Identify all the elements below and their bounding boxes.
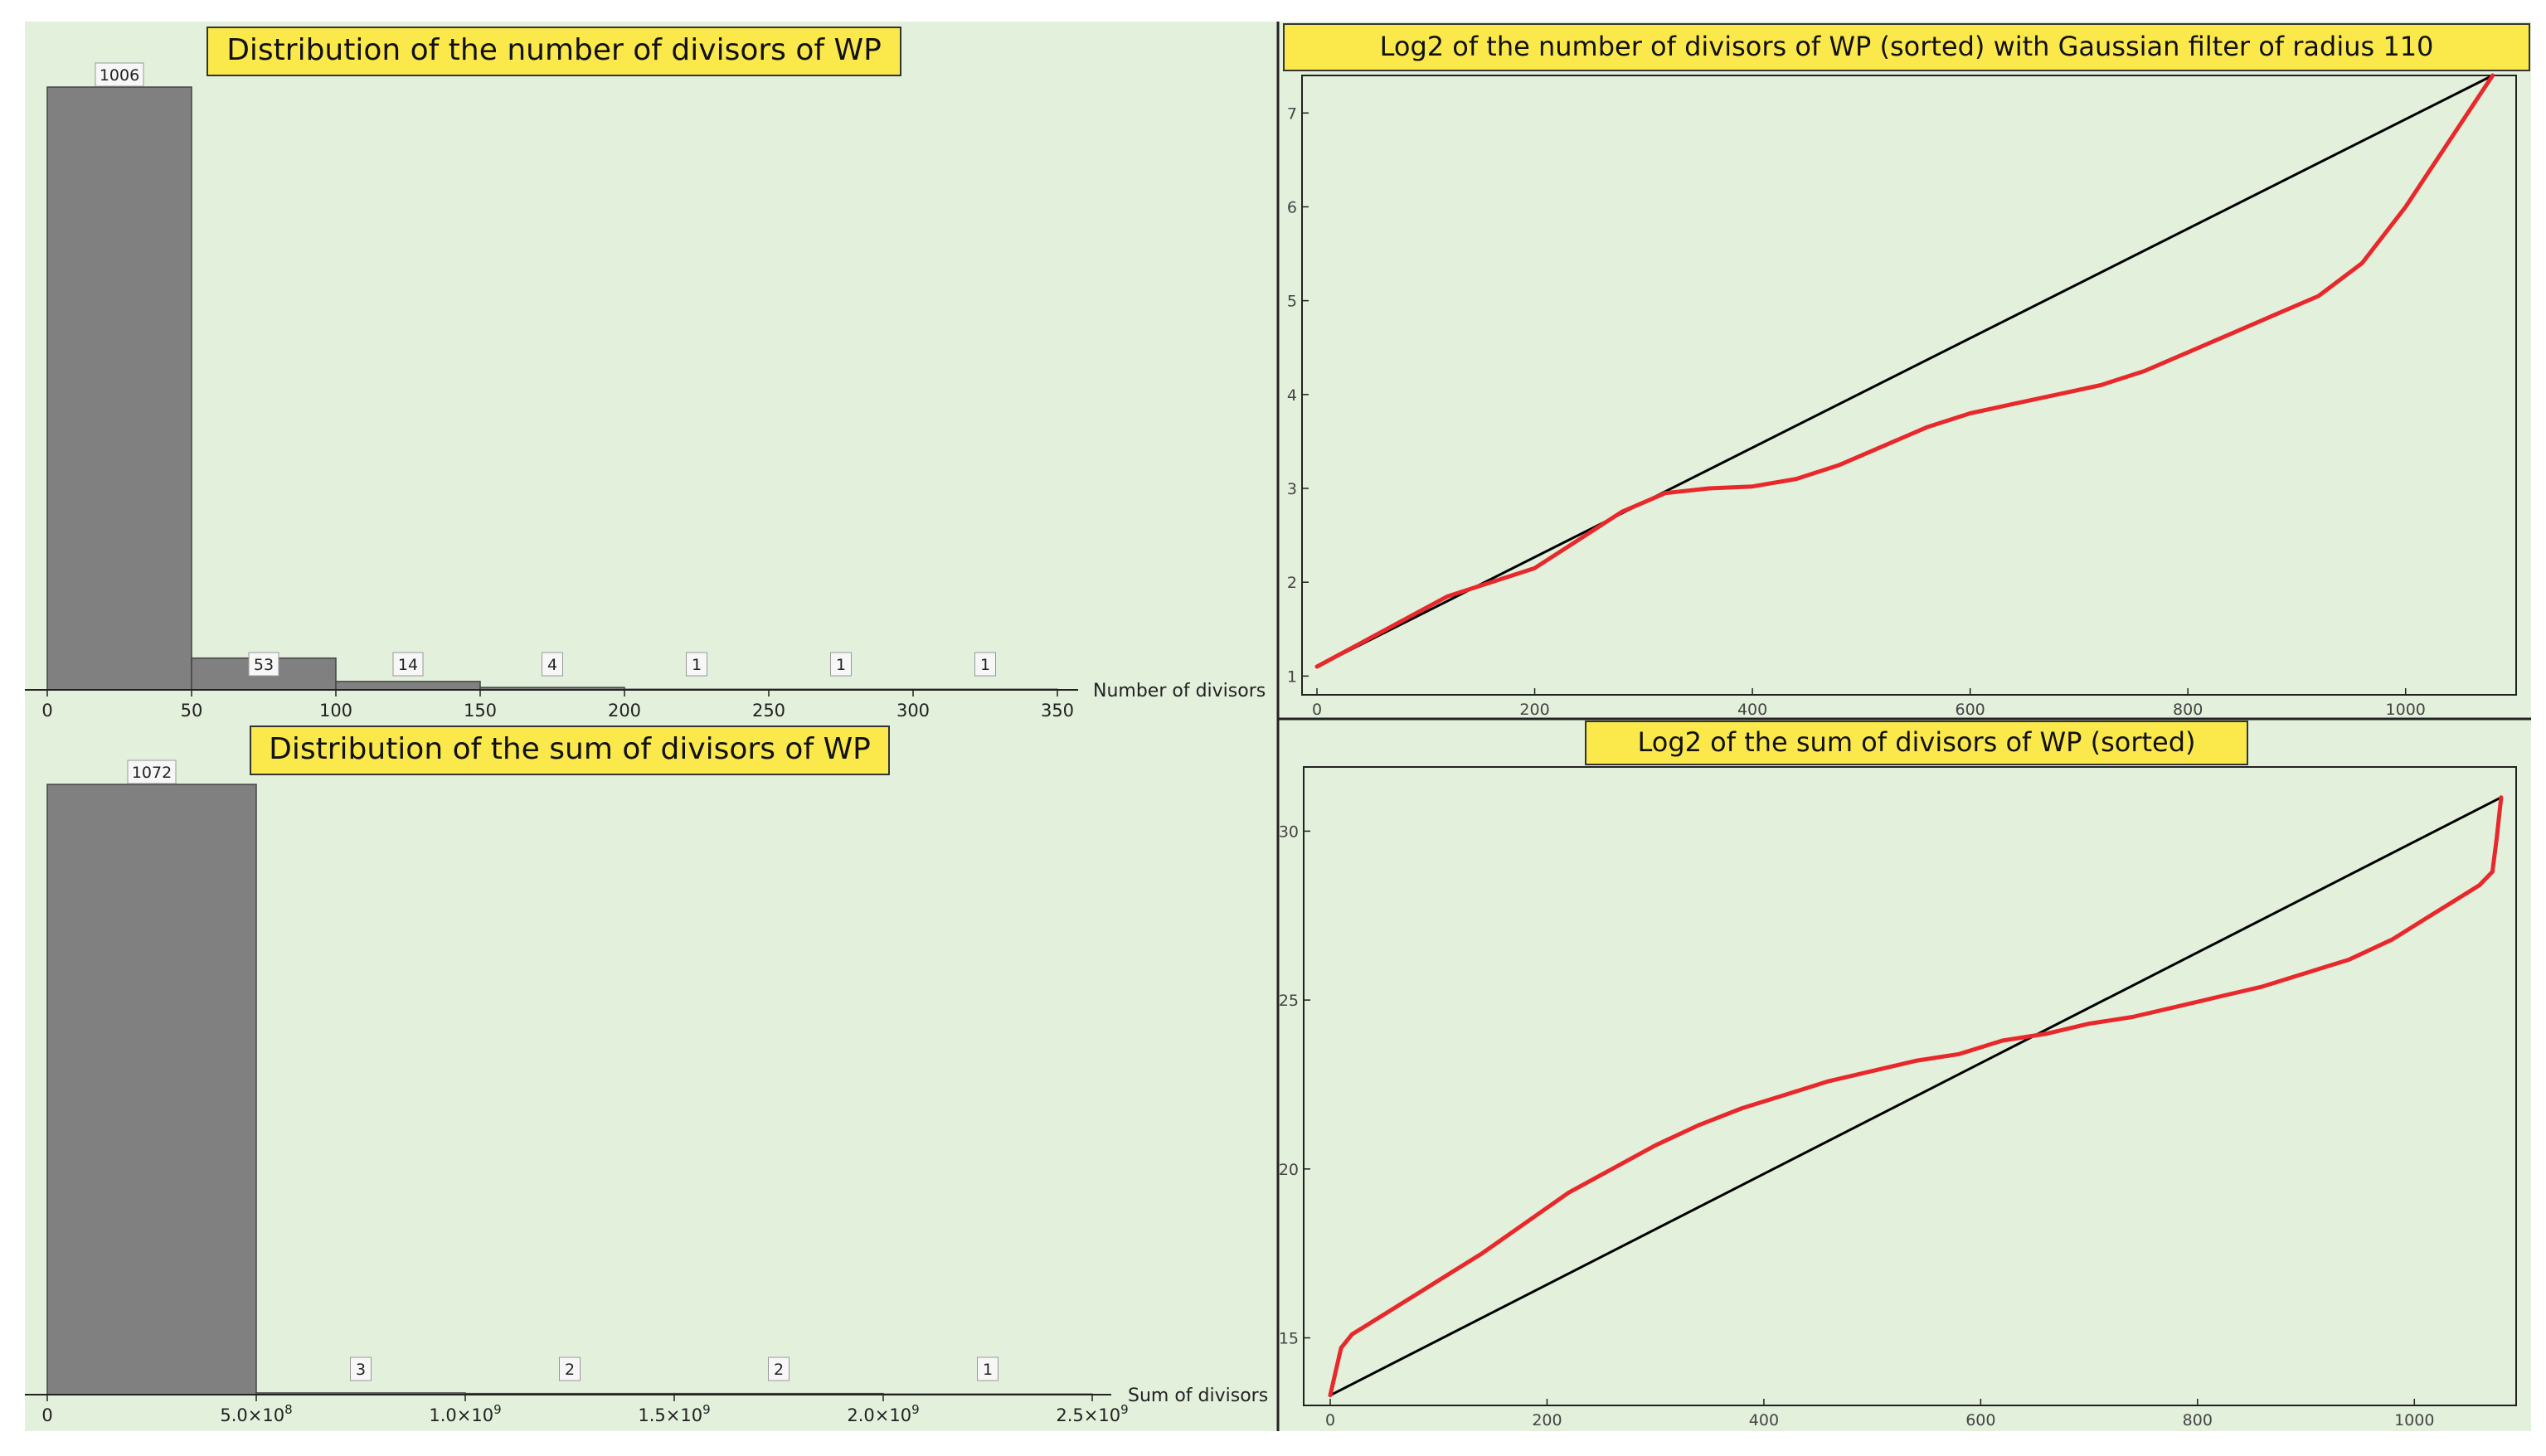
- h3-x-tick-label: 1.5×109: [638, 1402, 710, 1425]
- h1-data-label: 1: [980, 656, 990, 674]
- p4-title-box: [1585, 721, 2248, 765]
- p4-x-tick-label: 1000: [2394, 1411, 2434, 1429]
- p4-x-tick-label: 200: [1532, 1411, 1562, 1429]
- h1-x-tick-label: 0: [41, 701, 52, 721]
- p2-y-tick-label: 4: [1287, 386, 1297, 405]
- p2-y-tick-label: 5: [1287, 293, 1297, 311]
- p4-y-tick-label: 25: [1279, 992, 1299, 1010]
- h1-x-tick-label: 250: [752, 701, 785, 721]
- h1-data-label: 1006: [100, 66, 139, 85]
- p2-y-tick-label: 3: [1287, 480, 1297, 498]
- h1-data-label-box: [830, 652, 852, 677]
- h3-title-box: [250, 726, 890, 775]
- h3-x-tick-label: 2.0×109: [847, 1402, 919, 1425]
- h1-data-label-box: [686, 652, 707, 677]
- h1-data-label: 1: [836, 656, 846, 674]
- h1-data-label: 4: [547, 656, 557, 674]
- p4-title: Log2 of the sum of divisors of WP (sorte…: [1637, 726, 2195, 758]
- p4-x-tick-label: 600: [1965, 1411, 1995, 1429]
- h3-x-tick-label: 2.5×109: [1056, 1402, 1128, 1425]
- p2-y-tick-label: 7: [1287, 104, 1297, 123]
- h1-x-tick-label: 50: [181, 701, 203, 721]
- h3-data-label: 2: [774, 1361, 784, 1379]
- p4-reference-line: [1329, 796, 2503, 1397]
- h1-data-label-box: [974, 652, 996, 677]
- p2-frame: [1301, 75, 2517, 696]
- p2-x-tick-label: 800: [2173, 701, 2203, 719]
- h3-data-label-box: [977, 1357, 998, 1381]
- h3-data-label: 2: [565, 1361, 575, 1379]
- p2-title: Log2 of the number of divisors of WP (so…: [1380, 31, 2434, 62]
- panel-bottom-right-background: [1280, 721, 2531, 1431]
- p2-x-tick-label: 400: [1737, 701, 1767, 719]
- h1-x-axis-label: Number of divisors: [1093, 681, 1266, 701]
- h3-title: Distribution of the sum of divisors of W…: [269, 732, 871, 766]
- h1-data-label: 14: [398, 656, 418, 674]
- panel-top-left-background: [25, 22, 1280, 721]
- h3-data-label: 1072: [132, 764, 172, 782]
- h1-x-tick-label: 300: [896, 701, 930, 721]
- h1-title-box: [206, 27, 901, 76]
- p4-x-tick-label: 0: [1325, 1411, 1335, 1429]
- p4-y-tick-label: 15: [1279, 1330, 1299, 1348]
- p4-x-tick-label: 400: [1749, 1411, 1779, 1429]
- h1-data-label: 53: [254, 656, 274, 674]
- p2-y-tick-label: 2: [1287, 574, 1297, 592]
- h1-x-tick-label: 100: [319, 701, 352, 721]
- line-chart-log2-sum-of-divisors: 0 200 400 600 800 1000 15 20 25 30 Log2 of the su…: [1279, 721, 2517, 1429]
- p2-sorted-curve: [1314, 73, 2495, 669]
- histogram-sum-of-divisors: 1072 3 2 2 1 0 5.0×108 1.0×109 1.5×109 2.0×109 2.…: [25, 726, 1268, 1425]
- h3-x-axis-label: Sum of divisors: [1128, 1386, 1268, 1406]
- p4-frame: [1303, 766, 2517, 1406]
- p4-sorted-curve: [1328, 795, 2504, 1398]
- h3-x-tick-label: 0: [41, 1405, 52, 1425]
- h1-x-tick-label: 200: [608, 701, 641, 721]
- p2-y-tick-label: 6: [1287, 198, 1297, 216]
- p4-y-tick-label: 20: [1279, 1161, 1299, 1179]
- h1-x-tick-label: 350: [1041, 701, 1074, 721]
- h1-bar: [46, 86, 192, 691]
- p2-x-tick-label: 0: [1312, 701, 1322, 719]
- p2-reference-line: [1315, 74, 2495, 668]
- h3-data-label-box: [350, 1357, 372, 1381]
- h1-bar: [335, 681, 481, 691]
- p4-y-tick-label: 30: [1279, 823, 1299, 841]
- h3-x-tick-label: 5.0×108: [220, 1402, 292, 1425]
- h1-data-label: 1: [692, 656, 702, 674]
- histogram-number-of-divisors: 1006 53 14 4 1 1 1 0 50 100 150 200 250 300 350 Numbe…: [25, 27, 1266, 721]
- h3-data-label: 1: [983, 1361, 993, 1379]
- h1-title: Distribution of the number of divisors o…: [226, 33, 882, 67]
- h1-data-label-box: [248, 652, 279, 677]
- h1-data-label-box: [392, 652, 424, 677]
- h3-data-label-box: [768, 1357, 790, 1381]
- p2-y-tick-label: 1: [1287, 667, 1297, 686]
- p2-x-tick-label: 600: [1956, 701, 1985, 719]
- h1-data-label-box: [542, 652, 563, 677]
- h3-data-label: 3: [356, 1361, 366, 1379]
- line-chart-log2-number-of-divisors: 0 200 400 600 800 1000 1 2 3 4 5 6 7 Log2 of the num…: [1283, 23, 2530, 719]
- h3-x-tick-label: 1.0×109: [429, 1402, 501, 1425]
- p4-x-tick-label: 800: [2183, 1411, 2213, 1429]
- h3-data-label-box: [559, 1357, 581, 1381]
- p2-x-tick-label: 1000: [2386, 701, 2426, 719]
- h1-x-tick-label: 150: [464, 701, 497, 721]
- h1-data-label-box: [95, 62, 144, 87]
- h3-bar: [46, 784, 257, 1395]
- p2-x-tick-label: 200: [1519, 701, 1549, 719]
- h3-data-label-box: [127, 760, 177, 784]
- p2-title-box: [1283, 23, 2530, 71]
